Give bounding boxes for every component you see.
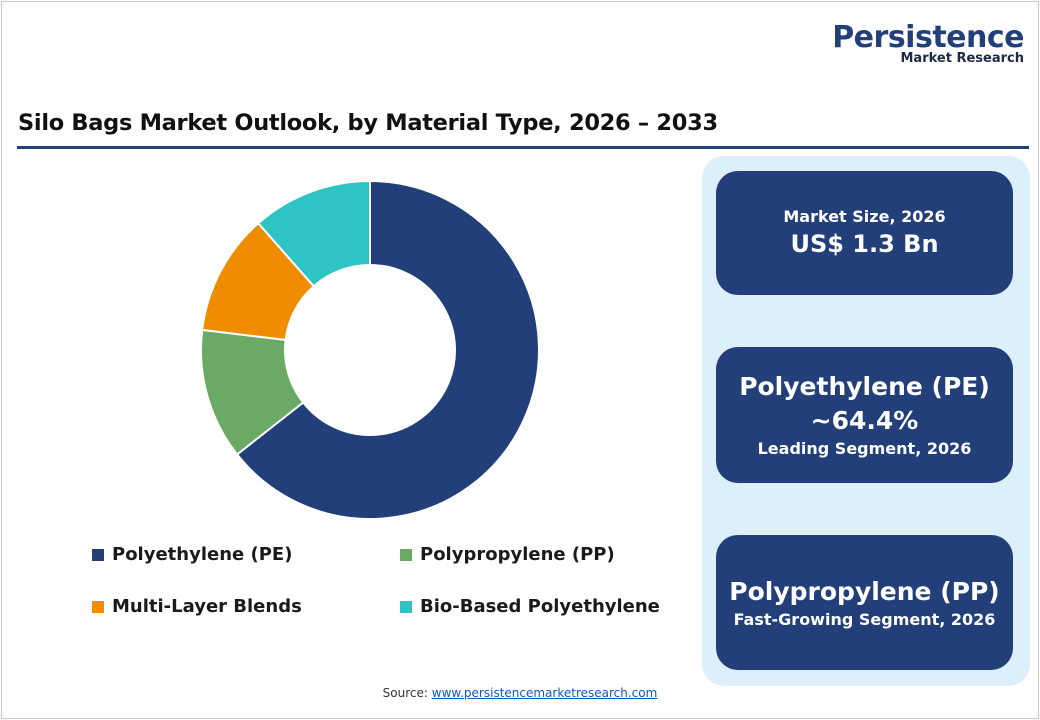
legend-label: Bio-Based Polyethylene	[420, 596, 660, 617]
chart-title: Silo Bags Market Outlook, by Material Ty…	[18, 110, 718, 136]
logo-main-text: Persistence	[832, 20, 1024, 55]
fastest-segment-note: Fast-Growing Segment, 2026	[733, 609, 996, 629]
legend-swatch	[92, 548, 104, 561]
donut-slice-3	[256, 179, 371, 288]
source-line: Source: www.persistencemarketresearch.co…	[0, 686, 1040, 700]
market-size-label: Market Size, 2026	[783, 207, 946, 226]
legend-item: Polyethylene (PE)	[92, 544, 292, 565]
fastest-segment-name: Polypropylene (PP)	[729, 576, 1000, 606]
legend-item: Bio-Based Polyethylene	[400, 596, 660, 617]
donut-chart	[190, 170, 550, 530]
market-size-card: Market Size, 2026 US$ 1.3 Bn	[716, 171, 1013, 295]
legend-label: Polyethylene (PE)	[112, 544, 293, 565]
legend-swatch	[92, 600, 104, 613]
leading-segment-name: Polyethylene (PE)	[739, 372, 990, 401]
donut-chart-svg	[200, 179, 540, 520]
brand-logo: Persistence Market Research	[832, 22, 1024, 66]
fastest-segment-card: Polypropylene (PP) Fast-Growing Segment,…	[716, 535, 1013, 670]
donut-slice-0	[235, 179, 540, 520]
leading-segment-card: Polyethylene (PE) ~64.4% Leading Segment…	[716, 347, 1013, 483]
source-label: Source:	[382, 686, 428, 700]
market-size-value: US$ 1.3 Bn	[790, 230, 939, 258]
source-link[interactable]: www.persistencemarketresearch.com	[431, 686, 658, 700]
chart-legend: Polyethylene (PE) Polypropylene (PP) Multi…	[92, 544, 692, 634]
legend-item: Multi-Layer Blends	[92, 596, 302, 617]
legend-swatch	[400, 600, 412, 613]
legend-item: Polypropylene (PP)	[400, 544, 615, 565]
leading-segment-share: ~64.4%	[810, 406, 919, 435]
legend-label: Polypropylene (PP)	[420, 544, 615, 565]
leading-segment-note: Leading Segment, 2026	[757, 439, 972, 458]
legend-swatch	[400, 548, 412, 561]
logo-sub-text: Market Research	[900, 51, 1025, 66]
title-underline	[17, 146, 1029, 149]
legend-label: Multi-Layer Blends	[112, 596, 302, 617]
